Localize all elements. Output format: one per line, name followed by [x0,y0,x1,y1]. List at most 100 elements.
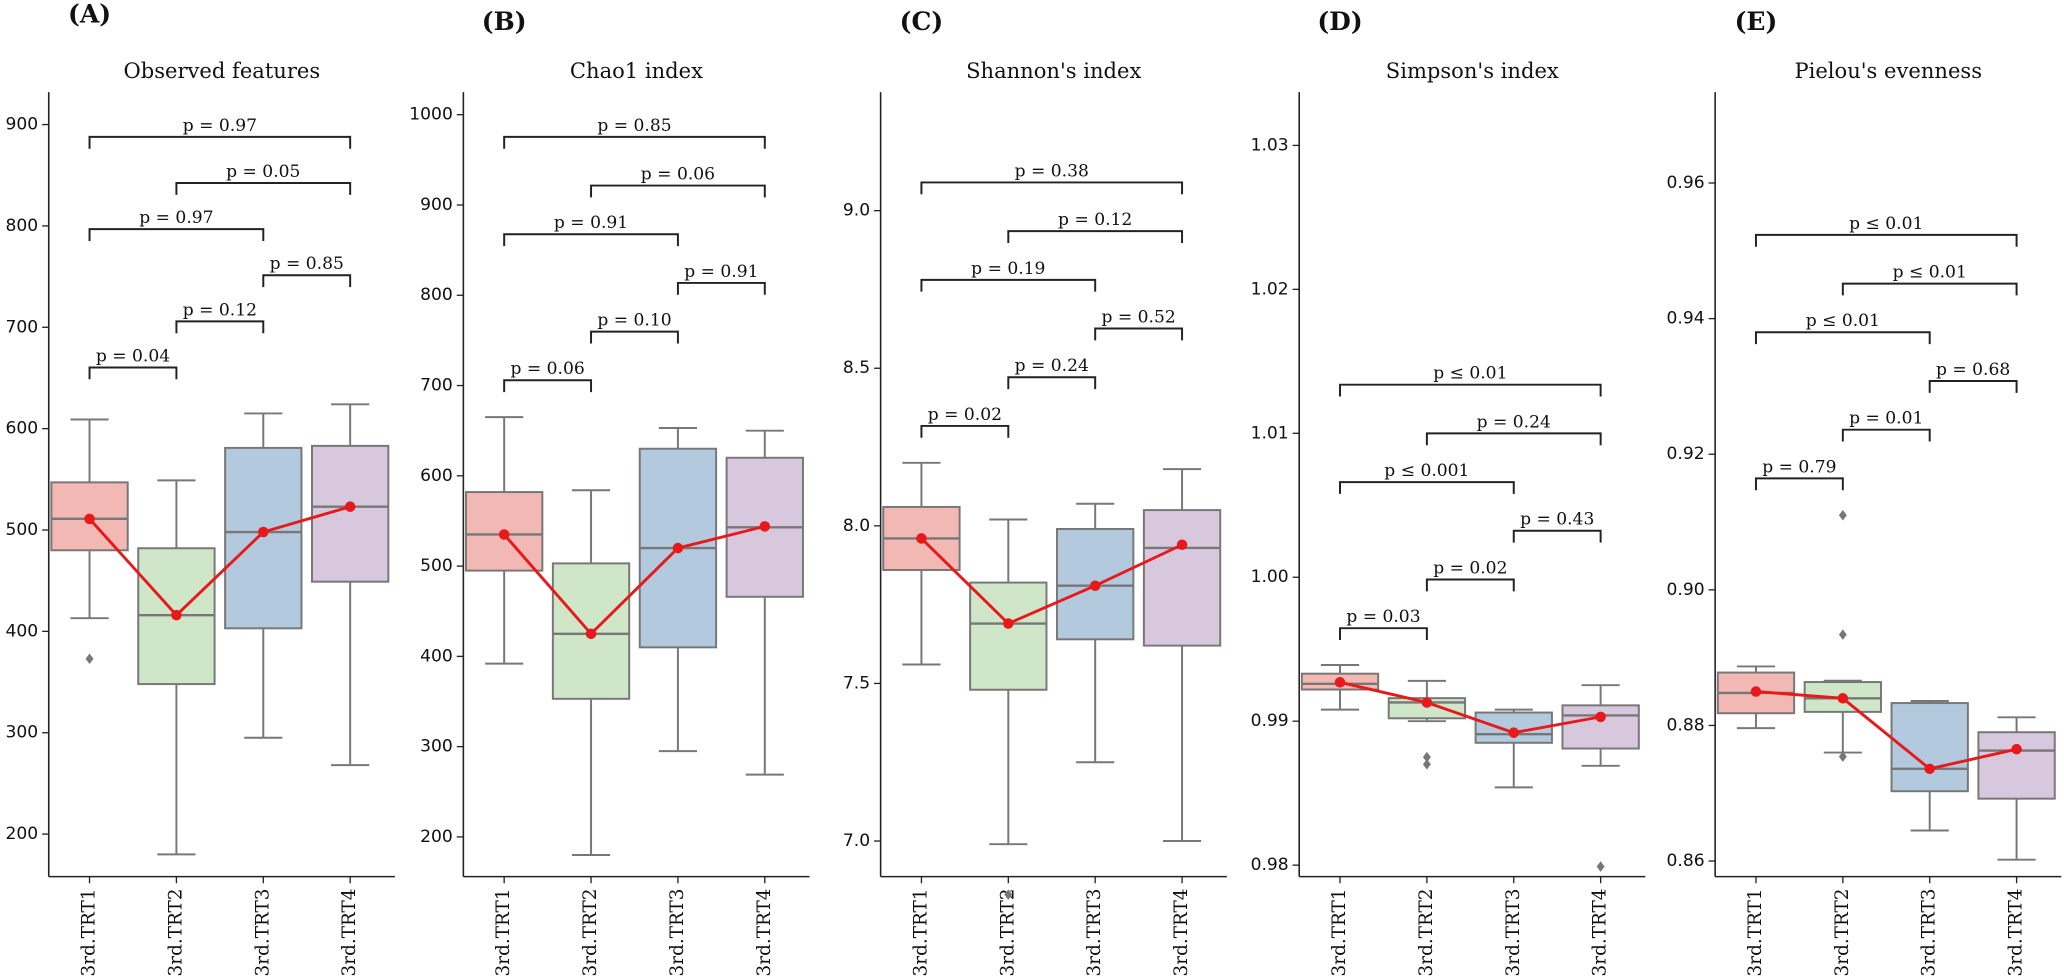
panel: (D) Simpson's index 0.98 0.99 1.00 1.01 1.02 1.… [1251,7,1646,976]
x-tick-label: 3rd.TRT2 [997,888,1018,976]
panel-label: (C) [900,7,944,36]
x-tick-label: 3rd.TRT1 [79,888,100,976]
significance-bracket [1007,376,1097,390]
p-value-label: p = 0.38 [1015,161,1089,181]
significance-bracket [1007,230,1184,243]
mean-point [498,529,510,540]
mean-point [1334,677,1346,688]
panel: (C) Shannon's index 7.0 7.5 8.0 8.5 9.0 3rd.TRT… [843,7,1227,976]
p-value-label: p = 0.68 [1936,360,2010,380]
outlier [85,653,94,664]
significance-bracket [590,330,679,344]
y-tick-label: 800 [420,285,453,305]
y-tick-label: 7.0 [843,831,870,851]
y-tick-label: 8.0 [843,516,870,536]
panel-label: (A) [68,0,111,28]
significance-bracket [88,366,178,380]
outlier [1596,861,1605,872]
x-tick-label: 3rd.TRT4 [2006,888,2027,976]
p-value-label: p = 0.97 [183,116,257,136]
p-value-label: p = 0.85 [270,254,344,274]
mean-point [1003,618,1014,629]
panel-title: Simpson's index [1386,58,1559,83]
y-tick-label: 500 [420,556,453,576]
mean-point [1508,727,1520,738]
outlier [1838,629,1847,640]
mean-point [344,501,356,512]
mean-point [1924,763,1935,775]
mean-point [1595,711,1606,723]
mean-point [916,533,927,544]
y-tick-label: 300 [6,723,39,743]
p-value-label: p ≤ 0.01 [1849,214,1923,234]
x-tick-label: 3rd.TRT4 [339,888,360,976]
mean-point [1421,697,1433,708]
x-tick-label: 3rd.TRT2 [1832,888,1853,976]
mean-point [1089,580,1101,591]
p-value-label: p = 0.85 [597,116,671,136]
x-tick-label: 3rd.TRT3 [667,888,688,976]
mean-point [171,609,182,621]
mean-point [84,513,95,525]
y-tick-label: 0.90 [1667,580,1705,600]
panel-label: (E) [1735,7,1778,36]
p-value-label: p = 0.06 [641,165,715,185]
p-value-label: p = 0.97 [139,208,213,228]
significance-bracket [1094,327,1184,341]
p-value-label: p ≤ 0.01 [1893,263,1967,283]
significance-bracket [1841,428,1931,442]
y-tick-label: 0.96 [1667,173,1705,193]
mean-line [920,537,1183,626]
x-tick-label: 3rd.TRT3 [1503,888,1524,976]
significance-bracket [88,228,265,241]
outlier [1838,509,1847,521]
mean-line [1755,690,2017,771]
y-tick-label: 8.5 [843,358,870,378]
y-tick-label: 600 [420,466,453,486]
significance-bracket [503,379,593,393]
y-tick-label: 500 [6,520,39,540]
y-tick-label: 600 [6,419,39,439]
p-value-label: p ≤ 0.01 [1806,311,1880,331]
y-tick-label: 700 [420,376,453,396]
y-tick-label: 300 [420,737,453,757]
p-value-label: p = 0.05 [226,162,300,182]
p-value-label: p ≤ 0.001 [1384,461,1469,481]
p-value-label: p = 0.91 [684,262,758,282]
outlier [1004,889,1013,900]
y-tick-label: 1.02 [1251,279,1289,299]
y-tick-label: 1000 [409,105,453,125]
mean-point [585,628,597,640]
box [1142,509,1222,647]
y-tick-label: 9.0 [843,201,870,221]
y-tick-label: 0.98 [1251,855,1289,875]
box [224,446,303,630]
mean-line [503,524,766,636]
significance-bracket [175,320,265,334]
x-tick-label: 3rd.TRT1 [1745,888,1766,976]
significance-bracket [1928,379,2018,393]
x-tick-label: 3rd.TRT3 [252,888,273,976]
significance-bracket [262,274,352,288]
significance-bracket [1425,432,1602,446]
y-tick-label: 800 [6,216,39,236]
y-tick-label: 0.94 [1667,309,1705,329]
box [1056,528,1135,641]
p-value-label: p = 0.24 [1015,356,1089,376]
significance-bracket [1339,627,1428,641]
x-tick-label: 3rd.TRT2 [1416,888,1437,976]
significance-bracket [1339,383,1602,397]
p-value-label: p = 0.10 [597,311,671,331]
outlier [1838,751,1847,762]
panel-title: Pielou's evenness [1794,58,1982,83]
y-tick-label: 200 [420,827,453,847]
mean-point [1176,539,1188,551]
significance-bracket [920,278,1097,292]
y-tick-label: 700 [6,317,39,337]
mean-point [672,542,684,554]
mean-point [759,521,771,532]
p-value-label: p = 0.43 [1520,510,1594,530]
panel-title: Observed features [123,58,320,83]
panel: (B) Chao1 index 200 300 400 500 600 700 800 900 10… [409,7,810,976]
mean-line [88,505,351,618]
